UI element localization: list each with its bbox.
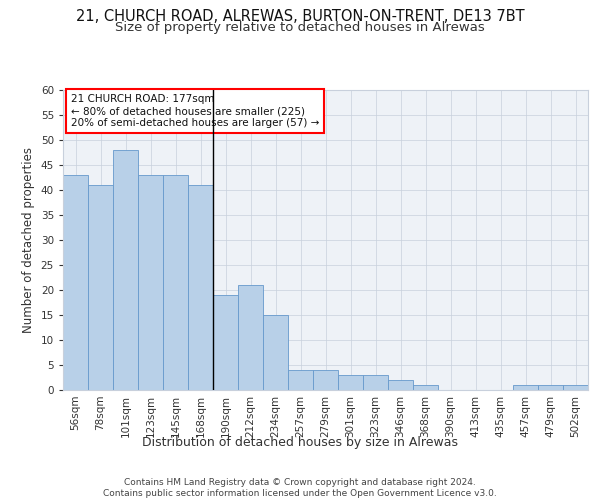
- Bar: [188, 185, 213, 390]
- Bar: [538, 385, 563, 390]
- Bar: [513, 385, 538, 390]
- Bar: [313, 370, 338, 390]
- Bar: [563, 385, 588, 390]
- Bar: [113, 150, 138, 390]
- Bar: [388, 380, 413, 390]
- Text: Contains HM Land Registry data © Crown copyright and database right 2024.
Contai: Contains HM Land Registry data © Crown c…: [103, 478, 497, 498]
- Text: Distribution of detached houses by size in Alrewas: Distribution of detached houses by size …: [142, 436, 458, 449]
- Bar: [338, 375, 363, 390]
- Bar: [213, 295, 238, 390]
- Bar: [238, 285, 263, 390]
- Bar: [63, 175, 88, 390]
- Bar: [363, 375, 388, 390]
- Y-axis label: Number of detached properties: Number of detached properties: [22, 147, 35, 333]
- Text: 21 CHURCH ROAD: 177sqm
← 80% of detached houses are smaller (225)
20% of semi-de: 21 CHURCH ROAD: 177sqm ← 80% of detached…: [71, 94, 319, 128]
- Bar: [263, 315, 288, 390]
- Text: Size of property relative to detached houses in Alrewas: Size of property relative to detached ho…: [115, 21, 485, 34]
- Bar: [288, 370, 313, 390]
- Bar: [138, 175, 163, 390]
- Text: 21, CHURCH ROAD, ALREWAS, BURTON-ON-TRENT, DE13 7BT: 21, CHURCH ROAD, ALREWAS, BURTON-ON-TREN…: [76, 9, 524, 24]
- Bar: [88, 185, 113, 390]
- Bar: [413, 385, 438, 390]
- Bar: [163, 175, 188, 390]
